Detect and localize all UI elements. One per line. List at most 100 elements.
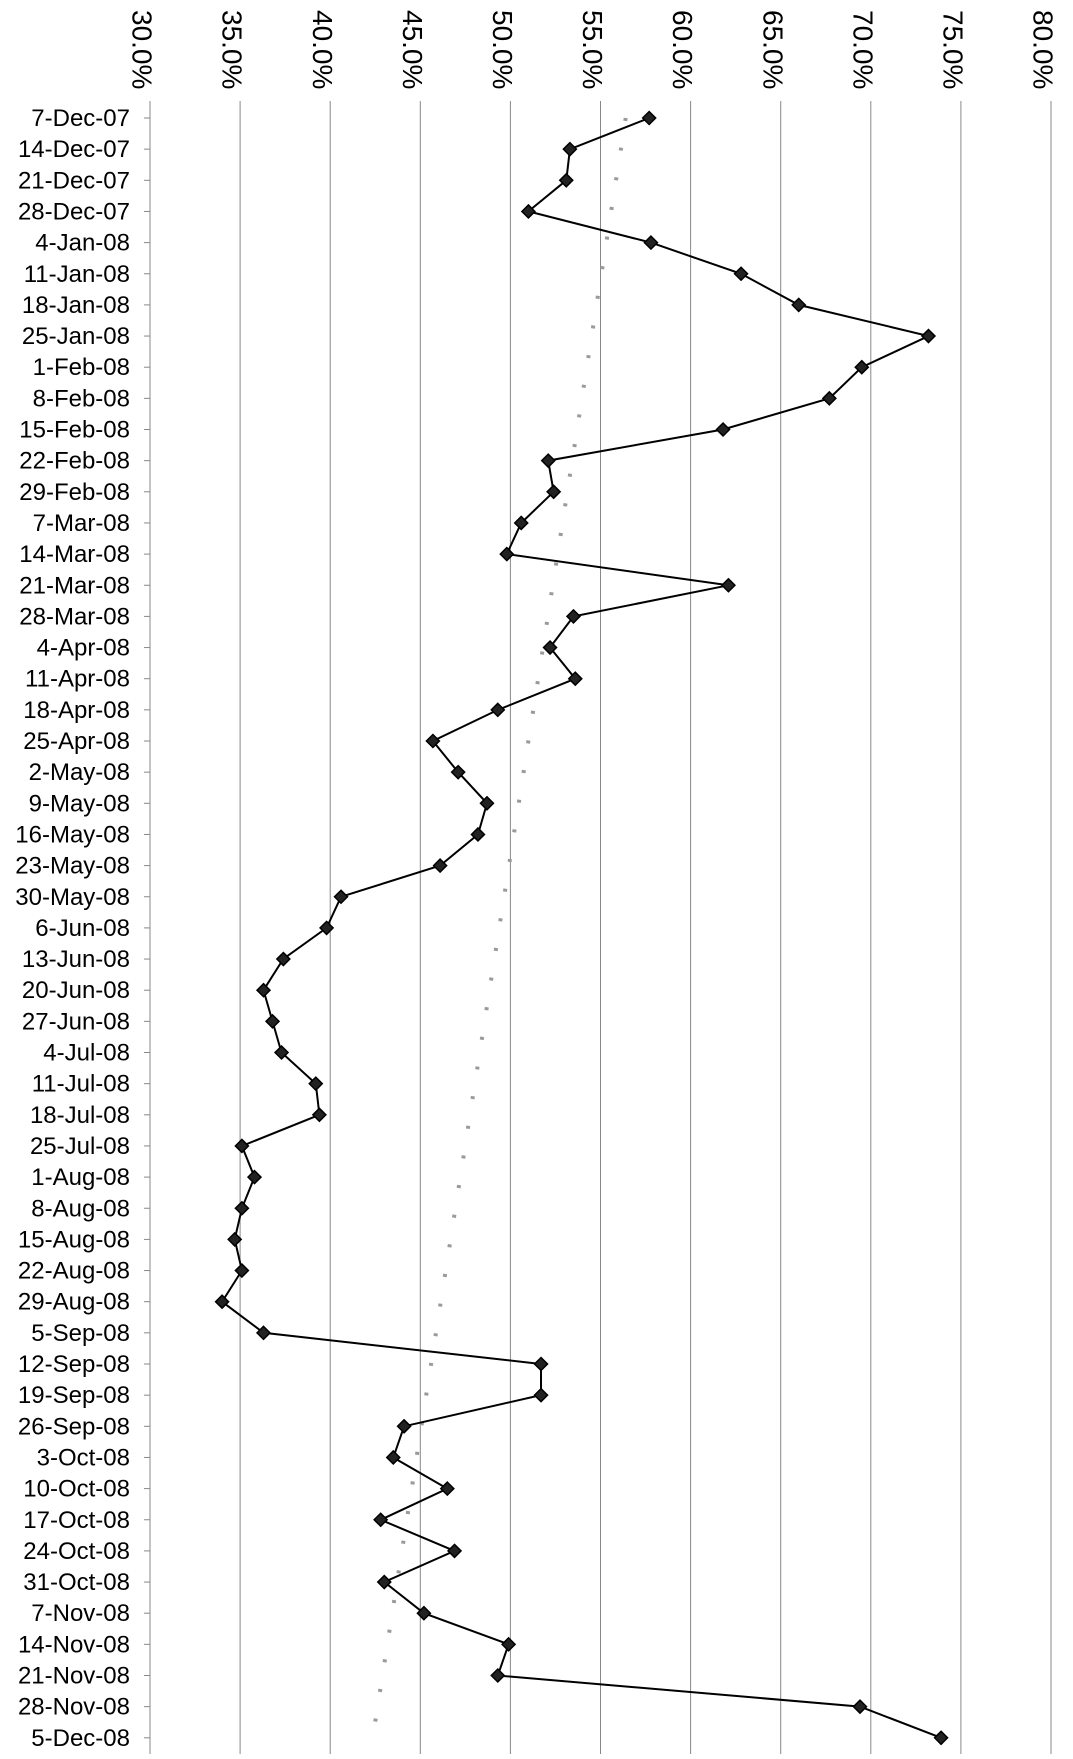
y-tick-label: 21-Dec-07 xyxy=(18,167,130,194)
data-point-marker xyxy=(565,608,582,624)
data-point-marker xyxy=(439,1481,455,1497)
y-tick-label: 22-Aug-08 xyxy=(18,1258,130,1285)
y-tick-label: 4-Jan-08 xyxy=(35,230,130,257)
data-point-marker xyxy=(214,1294,230,1310)
y-tick-label: 22-Feb-08 xyxy=(19,448,130,475)
x-tick-label: 45.0% xyxy=(397,10,428,89)
data-point-marker xyxy=(319,920,335,936)
x-tick-label: 75.0% xyxy=(938,10,969,89)
data-point-marker xyxy=(385,1449,401,1466)
y-tick-label: 12-Sep-08 xyxy=(18,1351,130,1378)
data-point-marker xyxy=(234,1262,250,1279)
y-tick-label: 29-Feb-08 xyxy=(19,479,130,506)
data-point-marker xyxy=(273,1044,290,1061)
trend-series xyxy=(370,117,628,1739)
data-point-marker xyxy=(540,453,556,469)
data-point-marker xyxy=(643,235,659,251)
data-point-marker xyxy=(791,297,807,313)
y-tick-label: 5-Sep-08 xyxy=(31,1320,130,1347)
y-tick-label: 28-Mar-08 xyxy=(19,603,130,630)
data-point-marker xyxy=(333,889,349,905)
data-point-marker xyxy=(821,390,837,406)
y-tick-label: 29-Aug-08 xyxy=(18,1289,130,1316)
y-tick-label: 14-Mar-08 xyxy=(19,541,130,568)
y-tick-label: 18-Apr-08 xyxy=(23,697,130,724)
y-tick-label: 23-May-08 xyxy=(15,853,130,880)
x-axis-ticks: 30.0% 35.0% 40.0% 45.0% 50.0% 55.0% 60.0% 65.0%… xyxy=(127,10,1059,89)
data-point-marker xyxy=(533,1356,549,1372)
data-point-marker xyxy=(542,639,558,656)
y-tick-label: 27-Jun-08 xyxy=(22,1008,130,1035)
data-point-marker xyxy=(311,1107,327,1123)
y-tick-label: 8-Feb-08 xyxy=(33,385,130,412)
y-tick-label: 6-Jun-08 xyxy=(35,915,130,942)
data-point-marker xyxy=(234,1200,250,1216)
y-tick-label: 3-Oct-08 xyxy=(37,1444,130,1471)
data-point-marker xyxy=(479,795,495,811)
y-tick-label: 10-Oct-08 xyxy=(23,1476,130,1503)
x-tick-label: 70.0% xyxy=(847,10,878,89)
data-point-marker xyxy=(567,671,583,687)
data-point-marker xyxy=(499,546,515,562)
y-tick-label: 19-Sep-08 xyxy=(18,1382,130,1409)
data-point-marker xyxy=(933,1730,949,1746)
data-point-marker xyxy=(450,764,466,780)
data-point-marker xyxy=(255,982,272,998)
main-series-markers xyxy=(214,110,949,1746)
data-point-marker xyxy=(264,1013,281,1029)
data-point-marker xyxy=(376,1574,392,1590)
data-point-marker xyxy=(470,826,486,843)
x-tick-label: 65.0% xyxy=(757,10,788,89)
trend-line xyxy=(370,117,628,1739)
data-point-marker xyxy=(432,858,448,874)
y-tick-label: 7-Mar-08 xyxy=(33,510,130,537)
y-tick-label: 28-Nov-08 xyxy=(18,1694,130,1721)
y-tick-label: 1-Aug-08 xyxy=(31,1164,130,1191)
y-tick-label: 8-Aug-08 xyxy=(31,1195,130,1222)
data-point-marker xyxy=(425,733,441,749)
data-point-marker xyxy=(520,203,536,220)
y-tick-label: 15-Feb-08 xyxy=(19,417,130,444)
y-tick-label: 25-Jul-08 xyxy=(30,1133,130,1160)
x-tick-label: 55.0% xyxy=(577,10,608,89)
y-tick-label: 31-Oct-08 xyxy=(23,1569,130,1596)
data-point-marker xyxy=(416,1605,432,1621)
x-tick-label: 50.0% xyxy=(487,10,518,89)
y-tick-label: 13-Jun-08 xyxy=(22,946,130,973)
data-point-marker xyxy=(275,951,291,967)
y-tick-label: 15-Aug-08 xyxy=(18,1226,130,1253)
data-point-marker xyxy=(246,1169,263,1185)
data-point-marker xyxy=(513,515,529,531)
data-point-marker xyxy=(255,1325,272,1341)
y-tick-label: 24-Oct-08 xyxy=(23,1538,130,1565)
y-tick-label: 11-Jul-08 xyxy=(32,1071,130,1098)
y-tick-label: 14-Dec-07 xyxy=(18,136,130,163)
data-point-marker xyxy=(227,1231,243,1247)
y-tick-label: 14-Nov-08 xyxy=(18,1631,130,1658)
y-tick-label: 1-Feb-08 xyxy=(33,354,130,381)
data-point-marker xyxy=(920,328,937,344)
data-point-marker xyxy=(715,421,731,438)
y-tick-label: 4-Jul-08 xyxy=(43,1040,130,1067)
y-tick-label: 9-May-08 xyxy=(29,790,130,817)
data-point-marker xyxy=(852,1699,868,1715)
data-point-marker xyxy=(373,1512,389,1528)
data-point-marker xyxy=(234,1138,250,1154)
data-point-marker xyxy=(490,702,506,718)
x-tick-label: 35.0% xyxy=(217,10,248,89)
y-tick-label: 18-Jul-08 xyxy=(30,1102,130,1129)
y-tick-label: 18-Jan-08 xyxy=(22,292,130,319)
data-point-marker xyxy=(546,484,562,500)
x-tick-label: 60.0% xyxy=(667,10,698,89)
data-point-marker xyxy=(446,1543,463,1559)
y-tick-label: 5-Dec-08 xyxy=(31,1725,130,1752)
y-axis-ticks: 7-Dec-07 14-Dec-07 21-Dec-07 28-Dec-07 4-Jan… xyxy=(15,105,150,1752)
data-point-marker xyxy=(558,172,574,188)
y-tick-label: 11-Jan-08 xyxy=(24,261,130,288)
data-point-marker xyxy=(396,1418,412,1434)
y-tick-label: 7-Nov-08 xyxy=(31,1600,130,1627)
y-tick-label: 25-Apr-08 xyxy=(23,728,130,755)
y-tick-label: 2-May-08 xyxy=(29,759,130,786)
